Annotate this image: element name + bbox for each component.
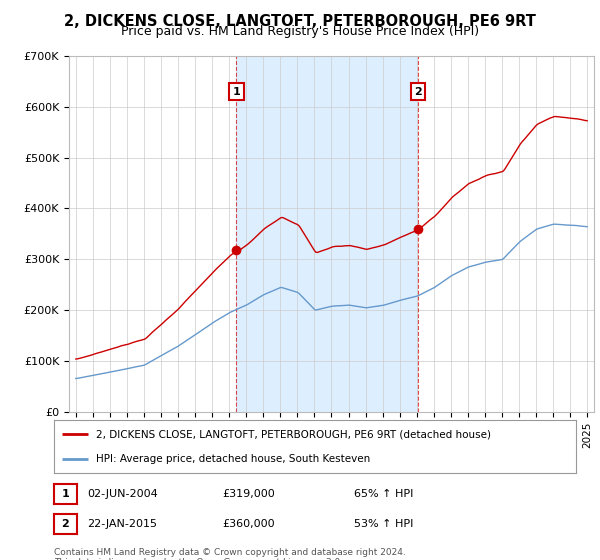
Text: 65% ↑ HPI: 65% ↑ HPI bbox=[354, 489, 413, 499]
Text: 1: 1 bbox=[233, 87, 240, 96]
Text: 2: 2 bbox=[414, 87, 422, 96]
Text: £360,000: £360,000 bbox=[222, 519, 275, 529]
Text: 1: 1 bbox=[62, 489, 69, 499]
Text: Contains HM Land Registry data © Crown copyright and database right 2024.
This d: Contains HM Land Registry data © Crown c… bbox=[54, 548, 406, 560]
Text: 22-JAN-2015: 22-JAN-2015 bbox=[87, 519, 157, 529]
Bar bbox=[236, 56, 418, 412]
Text: 2: 2 bbox=[62, 519, 69, 529]
Text: Price paid vs. HM Land Registry's House Price Index (HPI): Price paid vs. HM Land Registry's House … bbox=[121, 25, 479, 38]
Text: 53% ↑ HPI: 53% ↑ HPI bbox=[354, 519, 413, 529]
Text: 2, DICKENS CLOSE, LANGTOFT, PETERBOROUGH, PE6 9RT: 2, DICKENS CLOSE, LANGTOFT, PETERBOROUGH… bbox=[64, 14, 536, 29]
Text: 2, DICKENS CLOSE, LANGTOFT, PETERBOROUGH, PE6 9RT (detached house): 2, DICKENS CLOSE, LANGTOFT, PETERBOROUGH… bbox=[96, 430, 491, 440]
Text: 02-JUN-2004: 02-JUN-2004 bbox=[87, 489, 158, 499]
Text: HPI: Average price, detached house, South Kesteven: HPI: Average price, detached house, Sout… bbox=[96, 454, 370, 464]
Text: £319,000: £319,000 bbox=[222, 489, 275, 499]
